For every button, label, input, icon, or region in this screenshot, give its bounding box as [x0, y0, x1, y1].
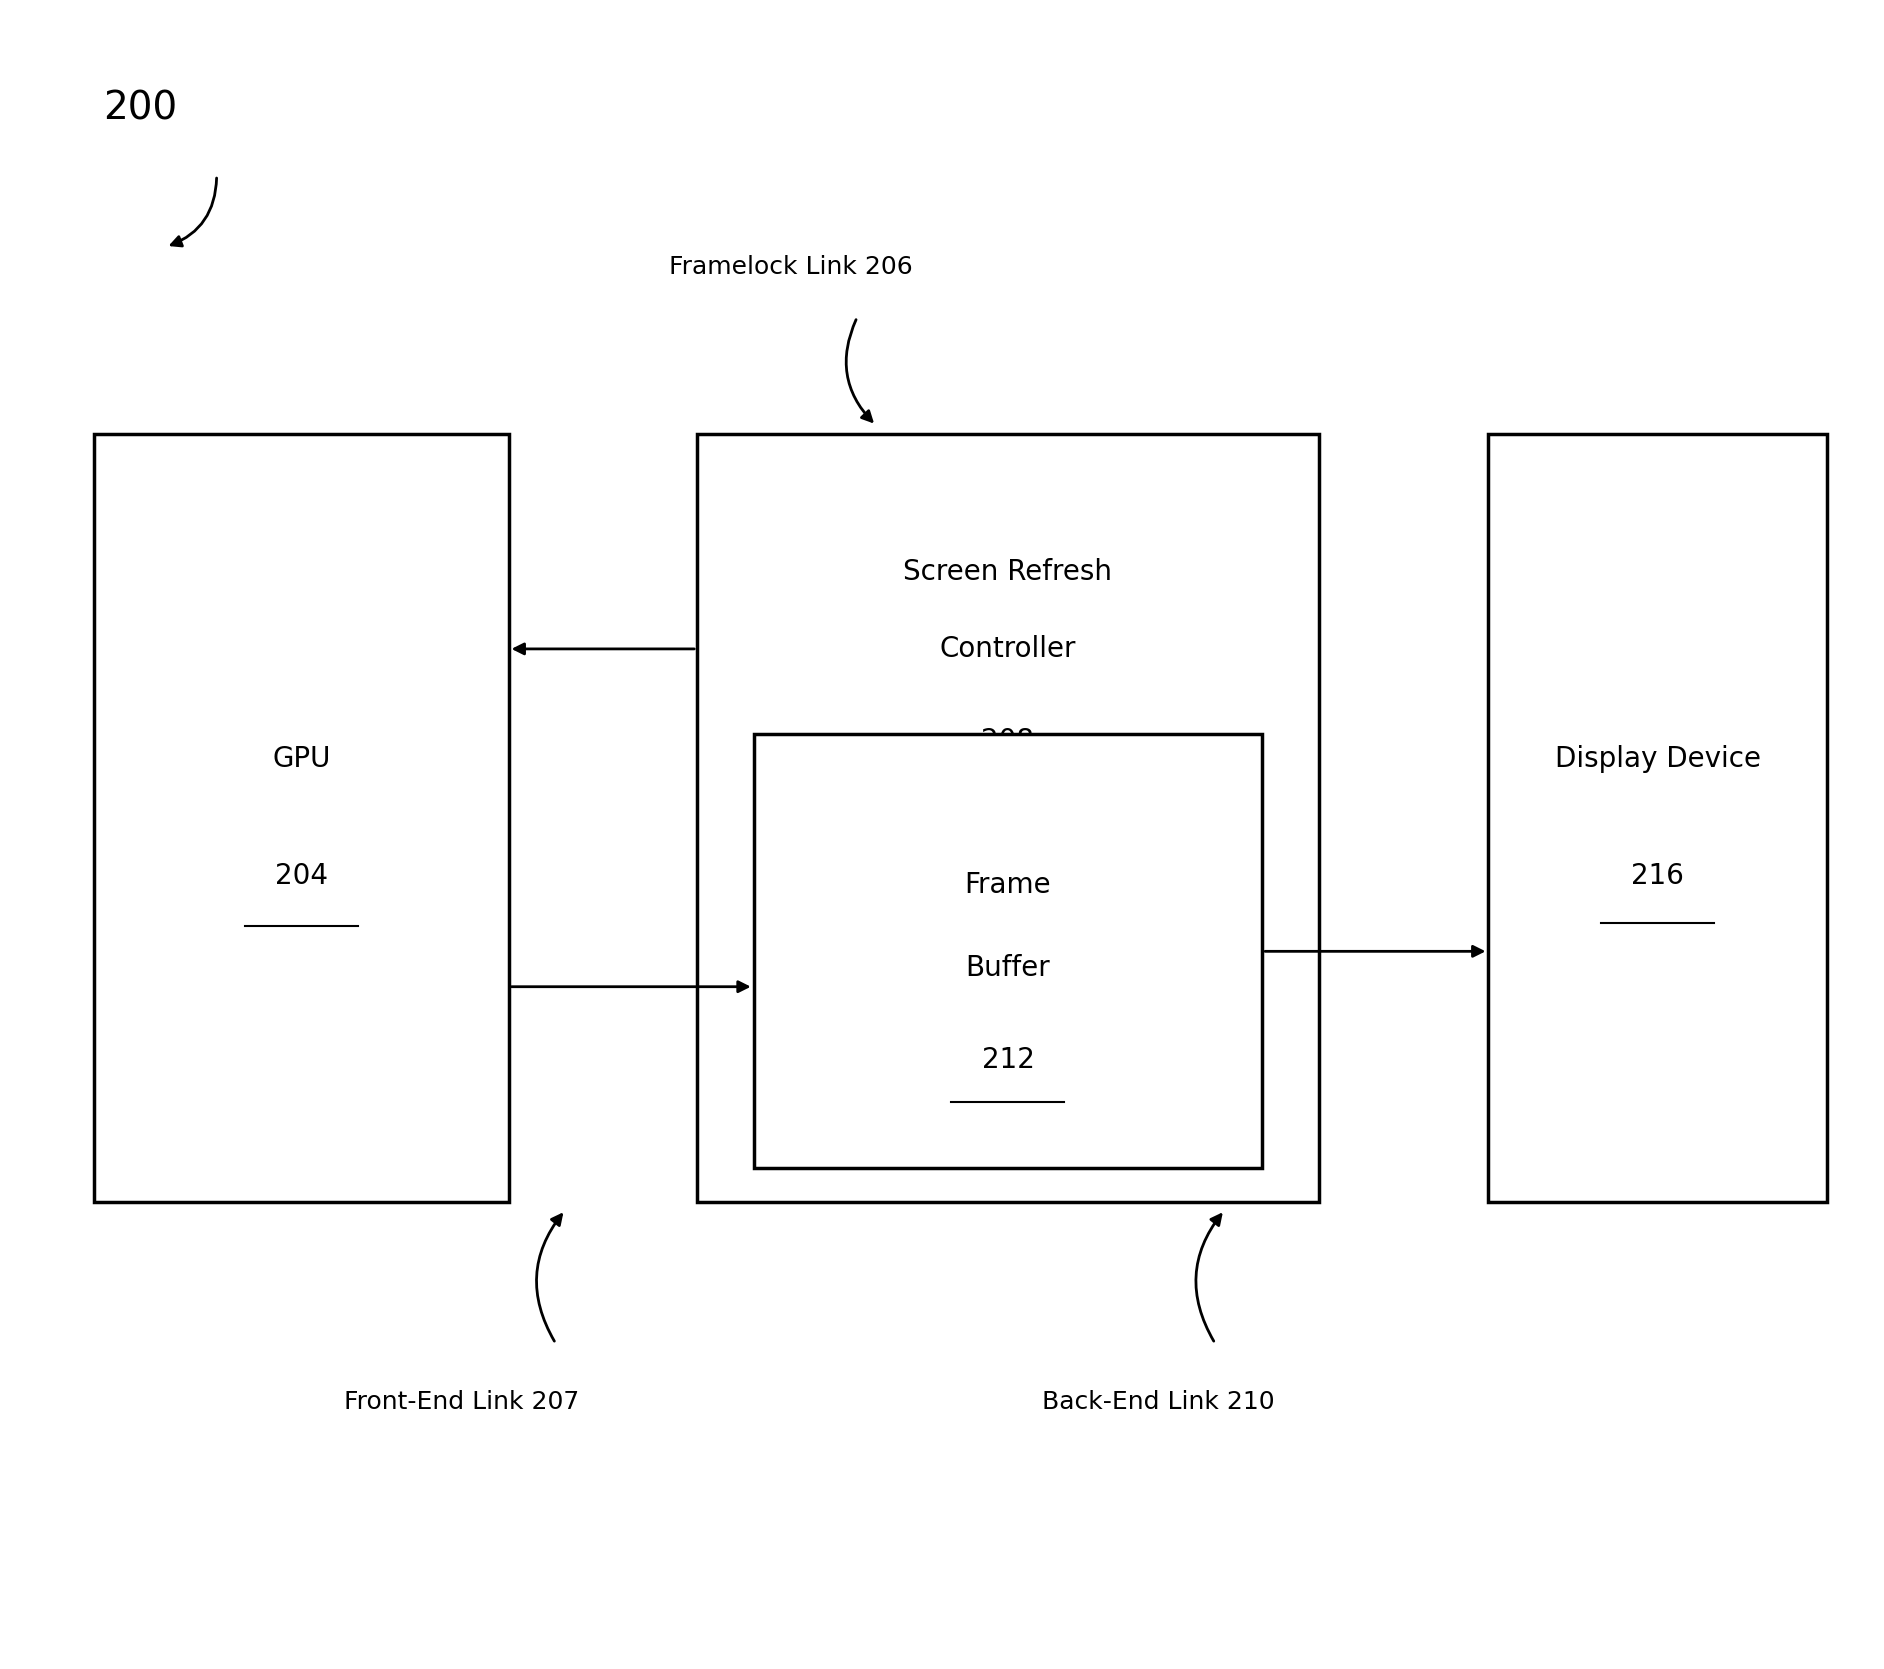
FancyArrowPatch shape — [537, 1215, 561, 1342]
FancyArrowPatch shape — [171, 179, 217, 245]
Text: 200: 200 — [104, 90, 177, 127]
Bar — [1488, 434, 1827, 1202]
Text: 216: 216 — [1632, 863, 1684, 890]
Text: 204: 204 — [275, 863, 328, 890]
Text: Controller: Controller — [940, 634, 1076, 663]
Text: Front-End Link 207: Front-End Link 207 — [345, 1390, 578, 1414]
Text: Framelock Link 206: Framelock Link 206 — [669, 255, 912, 279]
Text: 212: 212 — [982, 1046, 1034, 1073]
FancyArrowPatch shape — [846, 320, 872, 421]
FancyArrowPatch shape — [1196, 1215, 1221, 1342]
Text: 208: 208 — [982, 728, 1034, 754]
Text: GPU: GPU — [273, 746, 330, 773]
Bar — [94, 434, 509, 1202]
Text: Back-End Link 210: Back-End Link 210 — [1042, 1390, 1275, 1414]
Text: Display Device: Display Device — [1554, 746, 1762, 773]
Text: Screen Refresh: Screen Refresh — [904, 557, 1112, 586]
Bar — [754, 734, 1262, 1168]
Text: Buffer: Buffer — [966, 955, 1049, 981]
Text: Frame: Frame — [965, 871, 1051, 898]
Bar — [697, 434, 1319, 1202]
